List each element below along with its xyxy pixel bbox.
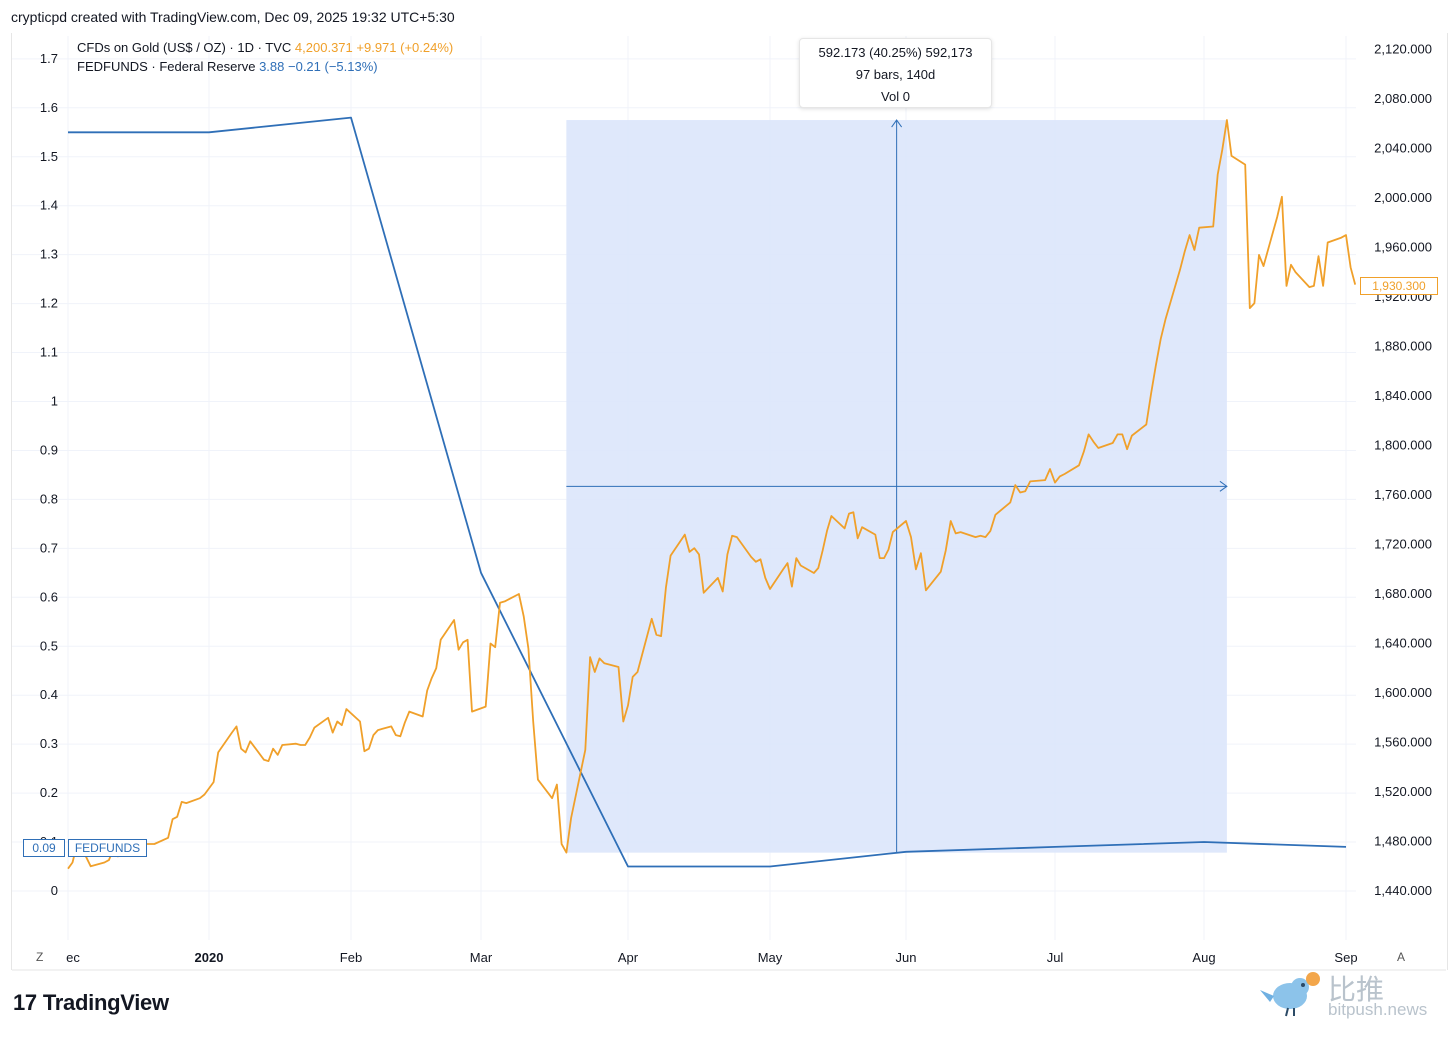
chart-legend: CFDs on Gold (US$ / OZ) · 1D · TVC 4,200… — [77, 38, 453, 76]
right-axis-tick-label: 1,880.000 — [1374, 339, 1432, 354]
right-axis-tick-label: 1,800.000 — [1374, 438, 1432, 453]
range-measure-tooltip: 592.173 (40.25%) 592,173 97 bars, 140d V… — [799, 38, 992, 108]
right-axis-tick-label: 2,080.000 — [1374, 91, 1432, 106]
right-axis-tick-label: 1,680.000 — [1374, 586, 1432, 601]
left-axis-tick-label: 0 — [51, 883, 58, 898]
left-axis-tick-label: 0.5 — [40, 638, 58, 653]
left-axis-tick-label: 1.1 — [40, 345, 58, 360]
right-axis-tick-label: 1,640.000 — [1374, 636, 1432, 651]
fedfunds-name-badge: FEDFUNDS — [68, 839, 147, 857]
watermark-cn-text: 比推 — [1328, 973, 1385, 1006]
right-axis-tick-label: 2,040.000 — [1374, 141, 1432, 156]
tradingview-mark-icon: 17 — [13, 990, 37, 1015]
bird-logo-icon — [1260, 972, 1320, 1017]
left-axis-tick-label: 0.3 — [40, 736, 58, 751]
left-axis-tick-label: 1.2 — [40, 296, 58, 311]
bitpush-watermark: 比推 bitpush.news — [1258, 968, 1448, 1020]
left-axis-tick-label: 0.6 — [40, 589, 58, 604]
gold-last-price-badge: 1,930.300 — [1360, 277, 1438, 295]
tradingview-logo[interactable]: 17 TradingView — [13, 990, 169, 1016]
legend-gold-change: +9.971 (+0.24%) — [356, 40, 454, 55]
auto-scale-button[interactable]: A — [1397, 950, 1406, 964]
zoom-left-button[interactable]: Z — [36, 950, 44, 964]
x-axis-tick-label: Jul — [1047, 950, 1064, 965]
x-axis-tick-label: Sep — [1334, 950, 1357, 965]
chart-attribution: crypticpd created with TradingView.com, … — [11, 9, 455, 25]
right-axis-tick-label: 2,000.000 — [1374, 190, 1432, 205]
tooltip-bars: 97 bars, 140d — [855, 67, 936, 82]
left-axis-tick-label: 0.8 — [40, 491, 58, 506]
legend-gold-name: CFDs on Gold (US$ / OZ) · 1D · TVC — [77, 40, 292, 55]
right-axis-tick-label: 1,560.000 — [1374, 735, 1432, 750]
left-axis-tick-label: 1.3 — [40, 247, 58, 262]
right-axis-tick-label: 1,840.000 — [1374, 388, 1432, 403]
x-axis-tick-label: 2020 — [195, 950, 224, 965]
left-axis-tick-label: 0.7 — [40, 540, 58, 555]
legend-gold-price: 4,200.371 — [294, 40, 353, 55]
right-axis-tick-label: 1,480.000 — [1374, 834, 1432, 849]
left-axis-tick-label: 1.7 — [40, 51, 58, 66]
left-axis-tick-label: 1.5 — [40, 149, 58, 164]
right-axis-tick-label: 2,120.000 — [1374, 42, 1432, 57]
right-axis-tick-label: 1,720.000 — [1374, 537, 1432, 552]
series-line-fedfunds — [68, 116, 1347, 868]
left-axis-tick-label: 0.2 — [40, 785, 58, 800]
x-axis-tick-label: Apr — [618, 950, 639, 965]
chart-frame[interactable] — [11, 33, 1448, 970]
x-axis-tick-label: Feb — [340, 950, 362, 965]
legend-fedfunds-change: −0.21 (−5.13%) — [288, 59, 378, 74]
x-axis-tick-label: ec — [66, 950, 80, 965]
x-axis-tick-label: Mar — [470, 950, 493, 965]
x-axis-tick-label: Jun — [896, 950, 917, 965]
range-measure-arrow-right — [1219, 480, 1228, 492]
left-axis-tick-label: 1 — [51, 394, 58, 409]
tooltip-change: 592.173 (40.25%) 592,173 — [818, 45, 973, 60]
left-axis-tick-label: 0.4 — [40, 687, 58, 702]
left-axis-tick-label: 0.9 — [40, 442, 58, 457]
series-line-gold — [67, 119, 1357, 870]
watermark-en-text: bitpush.news — [1328, 1000, 1428, 1019]
legend-gold-row[interactable]: CFDs on Gold (US$ / OZ) · 1D · TVC 4,200… — [77, 38, 453, 57]
x-axis-tick-label: May — [758, 950, 783, 965]
left-axis-tick-label: 1.6 — [40, 100, 58, 115]
range-measure-arrow-up — [891, 119, 903, 128]
legend-fedfunds-value: 3.88 — [259, 59, 285, 74]
legend-fedfunds-name: FEDFUNDS · Federal Reserve — [77, 59, 256, 74]
fedfunds-value-badge: 0.09 — [23, 839, 65, 857]
legend-fedfunds-row[interactable]: FEDFUNDS · Federal Reserve 3.88 −0.21 (−… — [77, 57, 453, 76]
right-axis-tick-label: 1,760.000 — [1374, 487, 1432, 502]
right-axis-tick-label: 1,440.000 — [1374, 883, 1432, 898]
x-axis-tick-label: Aug — [1192, 950, 1215, 965]
right-axis-tick-label: 1,600.000 — [1374, 685, 1432, 700]
right-axis-tick-label: 1,520.000 — [1374, 784, 1432, 799]
tradingview-wordmark: TradingView — [42, 990, 169, 1015]
tooltip-volume: Vol 0 — [881, 89, 910, 104]
left-axis-tick-label: 1.4 — [40, 198, 58, 213]
right-axis-tick-label: 1,960.000 — [1374, 240, 1432, 255]
